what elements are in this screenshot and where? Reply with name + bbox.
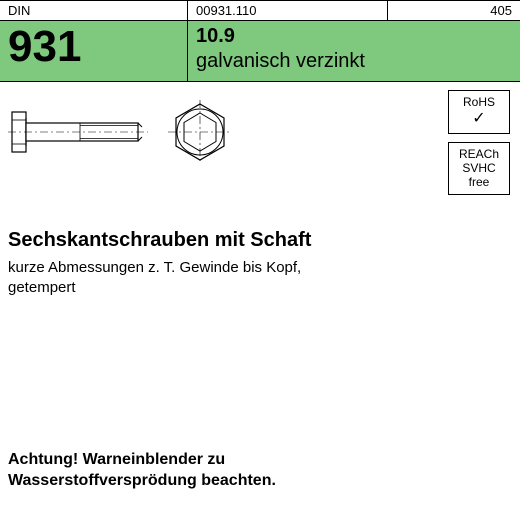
reach-line3: free xyxy=(451,175,507,189)
din-cell: 931 xyxy=(0,21,188,81)
badges: RoHS ✓ REACh SVHC free xyxy=(448,90,510,195)
strength-class: 10.9 xyxy=(196,25,512,48)
din-number: 931 xyxy=(8,25,179,69)
warning-line1: Achtung! Warneinblender zu xyxy=(8,450,276,471)
reach-line1: REACh xyxy=(451,147,507,161)
header-row: DIN 00931.110 405 xyxy=(0,0,520,21)
spec-row: 931 10.9 galvanisch verzinkt xyxy=(0,21,520,82)
product-title: Sechskantschrauben mit Schaft xyxy=(8,229,512,252)
header-standard: DIN xyxy=(0,1,188,20)
bolt-hex-view xyxy=(168,100,232,164)
warning-text: Achtung! Warneinblender zu Wasserstoffve… xyxy=(8,450,276,492)
rohs-badge: RoHS ✓ xyxy=(448,90,510,134)
rohs-label: RoHS xyxy=(451,95,507,109)
header-ref: 405 xyxy=(388,1,520,20)
spec-cell: 10.9 galvanisch verzinkt xyxy=(188,21,520,81)
subtitle-line2: getempert xyxy=(8,278,512,298)
reach-line2: SVHC xyxy=(451,161,507,175)
subtitle-line1: kurze Abmessungen z. T. Gewinde bis Kopf… xyxy=(8,258,512,278)
warning-line2: Wasserstoffversprödung beachten. xyxy=(8,471,276,492)
header-code: 00931.110 xyxy=(188,1,388,20)
content-area: RoHS ✓ REACh SVHC free xyxy=(0,82,520,297)
diagram-row xyxy=(8,100,512,164)
finish: galvanisch verzinkt xyxy=(196,50,512,73)
check-icon: ✓ xyxy=(451,109,507,128)
reach-badge: REACh SVHC free xyxy=(448,142,510,195)
bolt-side-view xyxy=(8,104,148,160)
